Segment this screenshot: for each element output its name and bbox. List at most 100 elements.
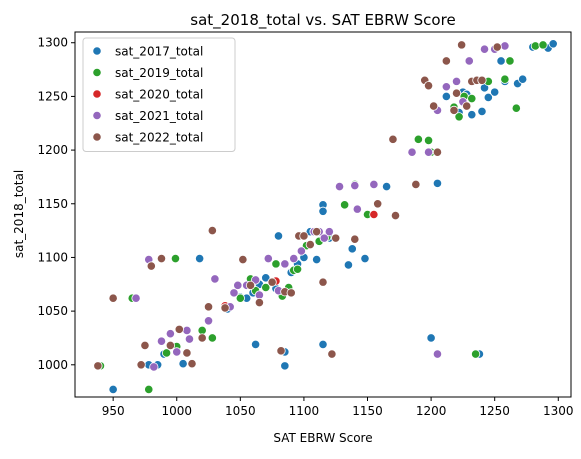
y-axis-ticks: 1000 1050 1100 1150 1200 1250 1300 [37, 36, 75, 372]
data-point [500, 41, 510, 51]
data-point [305, 239, 315, 250]
data-point [161, 348, 172, 358]
legend-marker [92, 67, 102, 78]
data-point [432, 178, 443, 188]
data-point [144, 384, 154, 395]
data-point [496, 56, 506, 66]
x-tick-label: 950 [102, 404, 125, 418]
data-point [318, 339, 328, 349]
data-point [187, 359, 197, 369]
x-tick-label: 1000 [161, 404, 192, 418]
data-point [289, 253, 299, 264]
data-point [407, 147, 417, 157]
data-point [210, 274, 220, 284]
data-point [318, 277, 328, 287]
data-point [350, 234, 360, 244]
legend-marker [92, 46, 102, 56]
data-point [429, 101, 439, 111]
data-point [136, 360, 146, 370]
y-tick-label: 1050 [37, 304, 68, 318]
legend-item: sat_2017_total [92, 45, 203, 59]
data-point [492, 42, 502, 52]
legend: sat_2017_total sat_2019_total sat_2020_tot… [82, 37, 236, 152]
legend-marker [92, 132, 102, 142]
data-point [423, 135, 434, 146]
legend-label: sat_2020_total [115, 88, 203, 102]
data-point [165, 340, 175, 351]
data-point [373, 199, 383, 209]
data-point [479, 44, 490, 54]
data-point [318, 206, 328, 216]
data-point [207, 226, 217, 236]
data-point [319, 233, 329, 243]
data-point [203, 316, 214, 326]
data-point [261, 282, 271, 293]
data-point [254, 297, 265, 308]
x-axis-label: SAT EBRW Score [273, 431, 372, 445]
y-tick-label: 1100 [37, 250, 68, 264]
data-point [467, 110, 477, 120]
data-point [449, 105, 459, 115]
data-point [299, 231, 309, 241]
legend-item: sat_2019_total [92, 66, 203, 80]
legend-label: sat_2022_total [115, 131, 203, 145]
data-point [477, 106, 487, 117]
data-point [331, 233, 341, 243]
legend-item: sat_2020_total [92, 88, 203, 102]
legend-label: sat_2017_total [115, 45, 203, 59]
data-point [423, 81, 434, 91]
legend-label: sat_2021_total [115, 109, 203, 123]
y-tick-label: 1300 [37, 36, 68, 50]
data-point [165, 329, 175, 339]
x-tick-label: 1150 [352, 404, 383, 418]
data-point [423, 147, 434, 157]
data-point [271, 259, 281, 269]
data-point [432, 147, 443, 157]
series-sat_2022_total [93, 40, 502, 371]
data-point [280, 259, 290, 269]
points-layer [93, 39, 558, 395]
data-point [343, 260, 354, 270]
data-point [462, 101, 472, 111]
legend-marker [92, 89, 102, 99]
data-point [548, 39, 558, 49]
data-point [195, 253, 205, 264]
data-point [350, 180, 360, 191]
data-point [411, 179, 421, 190]
chart-title: sat_2018_total vs. SAT EBRW Score [190, 11, 455, 30]
data-point [340, 200, 350, 210]
y-tick-label: 1250 [37, 89, 68, 103]
data-point [174, 324, 184, 334]
x-tick-label: 1100 [289, 404, 320, 418]
y-tick-label: 1200 [37, 143, 68, 157]
y-tick-label: 1000 [37, 358, 68, 372]
data-point [477, 75, 487, 85]
legend-marker [92, 110, 102, 121]
data-point [347, 244, 357, 254]
legend-box [82, 37, 236, 152]
data-point [172, 347, 182, 357]
data-point [156, 253, 167, 264]
x-tick-label: 1200 [416, 404, 447, 418]
data-point [203, 302, 214, 312]
legend-label: sat_2019_total [115, 66, 203, 80]
data-point [267, 277, 277, 287]
data-point [312, 227, 322, 237]
data-point [388, 134, 398, 144]
data-point [197, 333, 207, 343]
data-point [156, 336, 167, 346]
data-point [292, 264, 303, 274]
data-point [182, 348, 192, 358]
data-point [140, 340, 150, 351]
data-point [312, 254, 322, 265]
data-point [280, 361, 290, 371]
data-point [250, 339, 261, 349]
data-point [518, 74, 528, 84]
data-point [369, 209, 379, 220]
data-point [451, 76, 462, 86]
data-point [108, 293, 118, 303]
data-point [369, 179, 379, 190]
data-point [108, 384, 118, 395]
